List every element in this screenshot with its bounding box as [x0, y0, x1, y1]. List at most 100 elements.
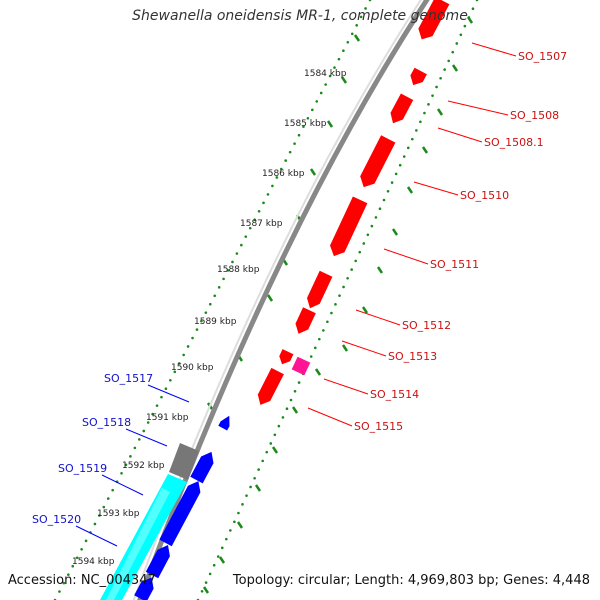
guide-dot [330, 311, 333, 315]
guide-dot [350, 32, 354, 36]
kbp-tick-label: 1592 kbp [122, 461, 165, 471]
reverse-label-leader [75, 525, 118, 547]
outer-tick-dash [436, 108, 444, 116]
forward-gene-label: SO_1507 [518, 50, 567, 63]
outer-tick-dash [202, 586, 210, 594]
kbp-tick-label: 1584 kbp [304, 69, 347, 79]
guide-dot [378, 207, 382, 210]
forward-gene-arrow [410, 67, 427, 86]
kbp-tick-label: 1589 kbp [194, 317, 237, 327]
guide-dot [84, 539, 88, 543]
kbp-tick-label: 1585 kbp [284, 119, 327, 129]
guide-dot [80, 547, 83, 551]
guide-dot [443, 68, 446, 71]
guide-dot [419, 120, 422, 124]
reverse-gene-arrow [218, 415, 230, 431]
guide-dot [386, 190, 390, 193]
guide-dot [342, 285, 345, 289]
forward-gene-label: SO_1508 [510, 109, 559, 122]
outer-tick-dash [341, 344, 349, 352]
guide-dot [366, 233, 370, 237]
guide-dot [124, 463, 128, 467]
guide-dot [226, 269, 230, 272]
reverse-gene-arrow [190, 451, 214, 484]
guide-dot [293, 390, 297, 393]
guide-dot [273, 433, 277, 437]
guide-dot [235, 252, 239, 255]
forward-label-leader [323, 378, 369, 395]
guide-dot [319, 91, 323, 95]
backbone-arc [137, 0, 430, 600]
guide-dot [237, 511, 240, 515]
label-leaders: SO_1507 SO_1508 SO_1508.1 SO_1510 SO_1511 SO_… [32, 42, 567, 547]
guide-dot [216, 555, 220, 558]
guide-dot [266, 193, 270, 196]
guide-dot [362, 242, 366, 245]
guide-dot [326, 320, 329, 324]
guide-dot [328, 74, 332, 78]
guide-dot [71, 564, 75, 568]
guide-dot [368, 0, 372, 2]
kbp-tick-label: 1591 kbp [146, 413, 189, 423]
forward-gene-label: SO_1515 [354, 420, 403, 433]
guide-dot [322, 329, 325, 332]
outer-tick-dash [361, 306, 369, 314]
guide-dot [208, 302, 212, 306]
guide-dot [155, 404, 159, 407]
guide-dot [355, 24, 358, 27]
guide-dot [359, 15, 363, 19]
guide-dot [447, 59, 450, 63]
guide-dot [402, 155, 406, 158]
outer-tick-dash [376, 266, 384, 274]
guide-dot [297, 133, 301, 137]
forward-gene-label: SO_1513 [388, 350, 437, 363]
guide-dot [257, 468, 260, 471]
guide-dot [406, 146, 410, 150]
guide-dot [439, 76, 442, 80]
reverse-gene-label: SO_1518 [82, 416, 131, 429]
guide-dot [217, 286, 221, 289]
guide-dot [98, 514, 101, 517]
guide-dot [411, 137, 414, 141]
guide-dot [374, 216, 378, 219]
guide-dot [102, 505, 106, 509]
guide-dot [257, 209, 261, 213]
forward-gene-label: SO_1510 [460, 189, 509, 202]
guide-dot [306, 117, 310, 120]
guide-dot [435, 85, 438, 89]
guide-dot [334, 303, 337, 306]
accession-text: Accession: NC_004347 [8, 573, 156, 588]
guide-dot [225, 537, 228, 541]
forward-gene-arrow [295, 307, 316, 334]
map-title: Shewanella oneidensis MR-1, complete gen… [132, 8, 468, 24]
guide-dot [293, 142, 296, 145]
guide-dot [423, 111, 426, 115]
guide-dot [212, 563, 216, 567]
guide-dot [75, 556, 79, 560]
guide-dot [427, 103, 430, 106]
forward-gene-label: SO_1508.1 [484, 136, 544, 149]
reverse-gene-label: SO_1517 [104, 372, 153, 385]
guide-dot [265, 450, 269, 454]
reverse-gene-arrow [159, 481, 201, 547]
guide-dot [364, 7, 367, 10]
guide-dot [350, 268, 353, 271]
guide-dot [289, 398, 293, 402]
guide-dot [277, 424, 281, 428]
reverse-gene-arrow [145, 545, 170, 579]
guide-dot [191, 336, 194, 340]
forward-gene-arrow [390, 93, 414, 124]
guide-dot [253, 218, 256, 222]
outer-tick-dash [391, 228, 399, 236]
guide-dot [151, 412, 154, 416]
guide-dot [342, 49, 345, 53]
rna-feature-highlight [106, 488, 170, 600]
guide-dot [337, 57, 341, 61]
guide-dot [279, 167, 283, 171]
guide-dot [200, 319, 203, 323]
outer-tick-dash [451, 64, 459, 72]
inner-tick-dash [266, 294, 274, 302]
outer-tick-dash [271, 446, 279, 454]
guide-dot [120, 471, 123, 475]
